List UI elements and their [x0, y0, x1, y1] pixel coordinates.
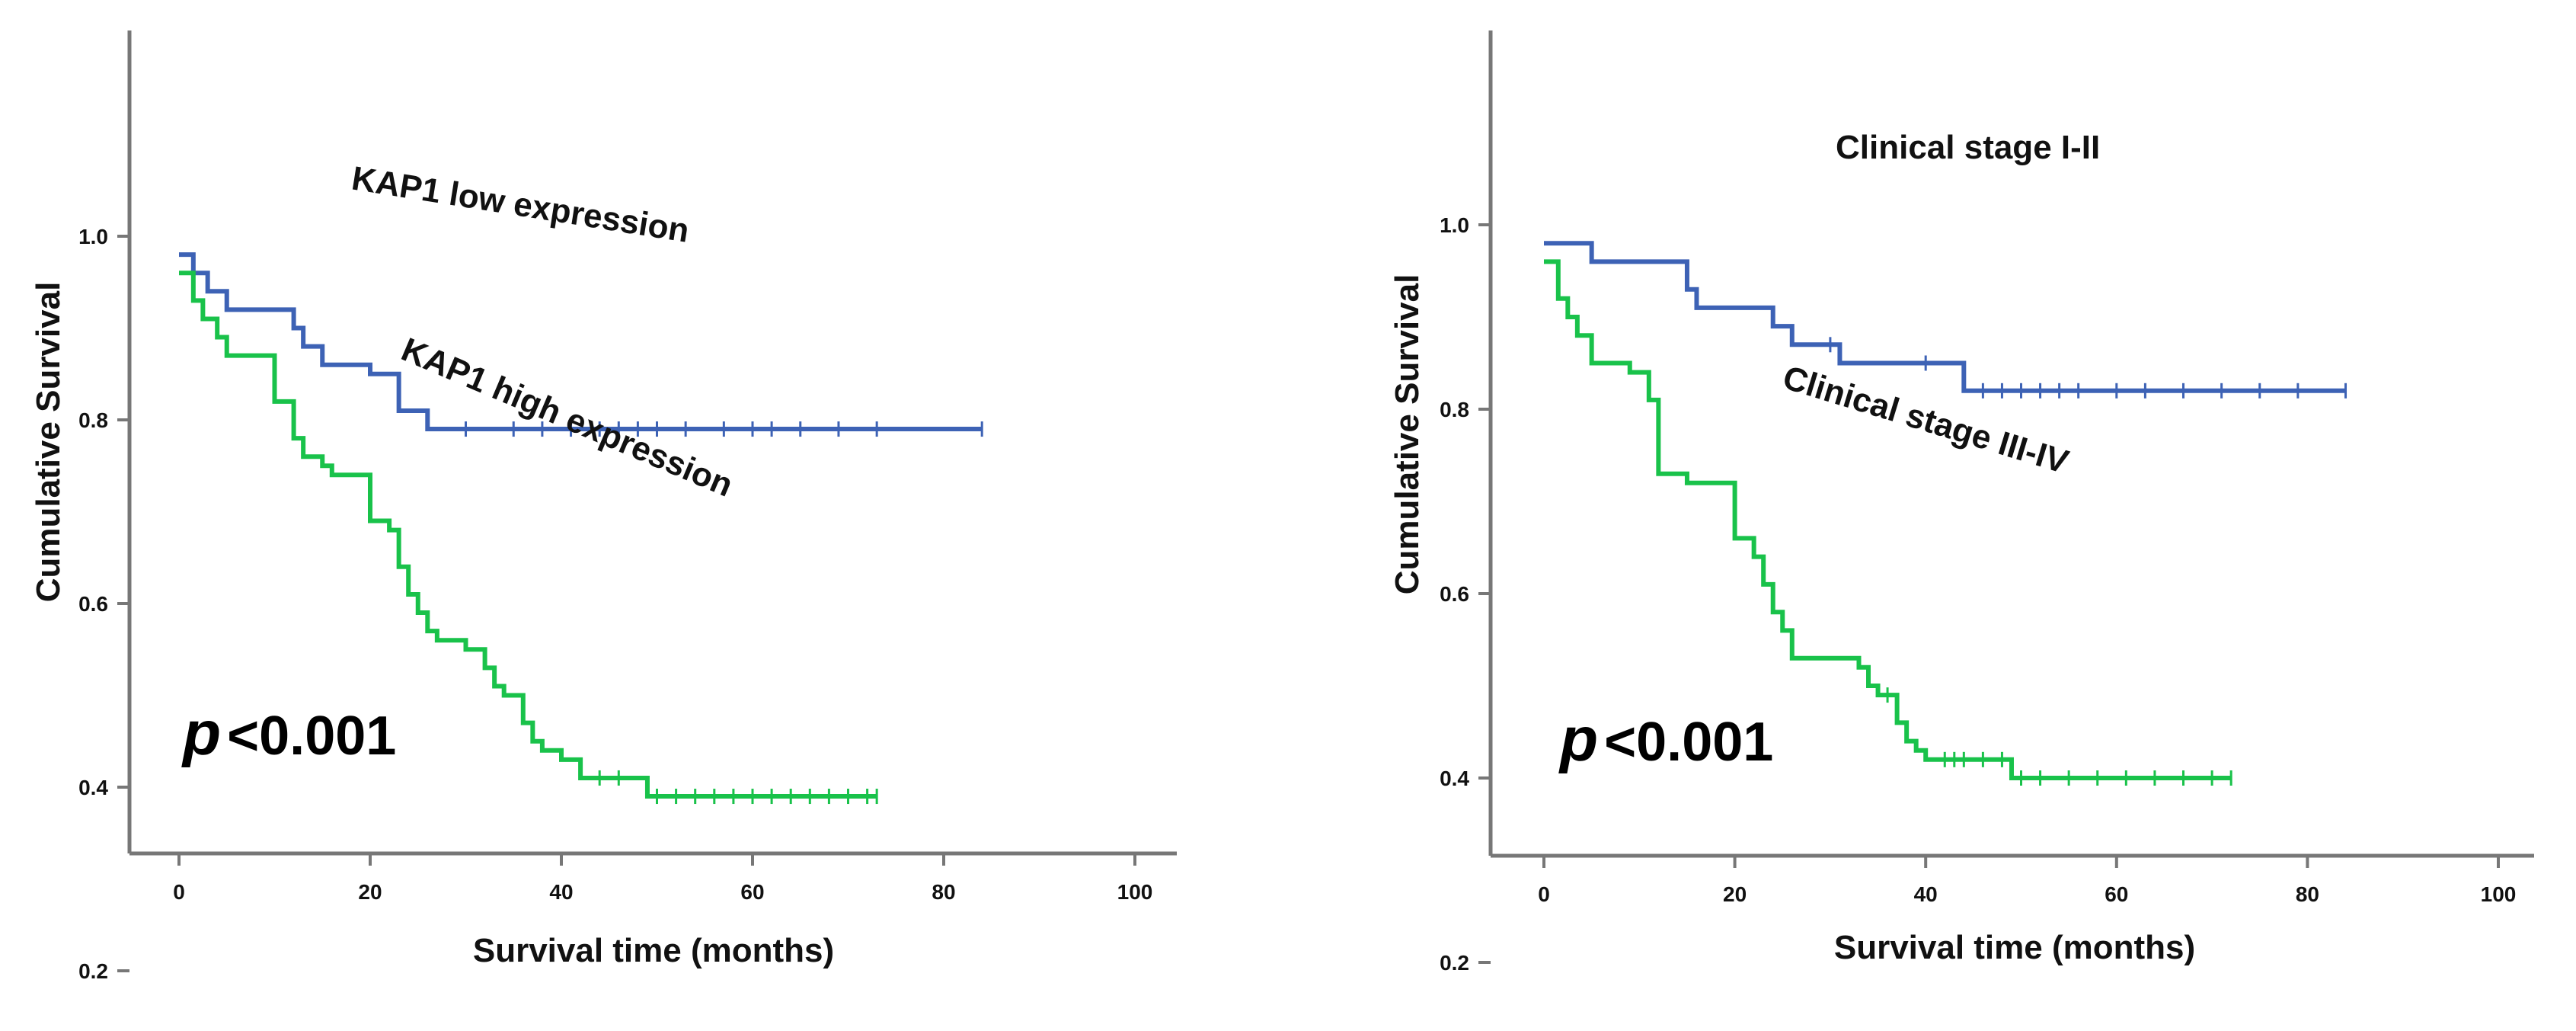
- left-y-axis-title: Cumulative Survival: [30, 282, 67, 603]
- right-series-1-step-line: [1544, 259, 2232, 780]
- right-y-tick-label: 1.0: [1440, 213, 1469, 237]
- right-x-tick-label: 60: [2105, 882, 2128, 906]
- left-y-tick-label: 1.0: [78, 225, 108, 248]
- right-y-axis-title: Cumulative Survival: [1389, 274, 1426, 595]
- right-x-tick-label: 40: [1914, 882, 1938, 906]
- left-series-0-step-line: [179, 252, 983, 432]
- left-x-tick-label: 20: [358, 880, 382, 904]
- right-p-symbol: p: [1558, 705, 1598, 774]
- right-series-0-step-line: [1544, 241, 2346, 393]
- left-y-tick-label: 0.8: [78, 408, 108, 432]
- right-y-tick-label: 0.4: [1440, 767, 1469, 790]
- right-axes: [1488, 30, 2534, 858]
- right-x-ticks: 0 20 40 60 80 100: [1538, 856, 2516, 906]
- left-y-tick-label: 0.2: [78, 959, 108, 983]
- right-p-value: p <0.001: [1558, 705, 1773, 774]
- right-curves: [1544, 241, 2347, 786]
- left-p-value: p <0.001: [181, 699, 396, 768]
- right-x-tick-label: 20: [1723, 882, 1747, 906]
- right-stage-i-ii-label: Clinical stage I-II: [1836, 129, 2100, 166]
- left-x-tick-label: 80: [932, 880, 955, 904]
- right-y-tick-label: 0.2: [1440, 951, 1469, 975]
- right-x-tick-label: 100: [2481, 882, 2517, 906]
- left-x-ticks: 0 20 40 60 80 100: [173, 853, 1152, 904]
- right-p-threshold: <0.001: [1604, 712, 1773, 773]
- right-x-axis-title: Survival time (months): [1834, 929, 2195, 966]
- left-x-tick-label: 60: [740, 880, 764, 904]
- left-axes: [127, 30, 1177, 856]
- left-p-symbol: p: [181, 699, 221, 768]
- left-y-tick-label: 0.4: [78, 776, 108, 799]
- left-y-tick-label: 0.6: [78, 592, 108, 616]
- right-y-ticks: 0.2 0.4 0.6 0.8 1.0: [1440, 213, 1491, 975]
- left-series-1-step-line: [179, 271, 877, 799]
- left-x-tick-label: 100: [1117, 880, 1153, 904]
- right-x-tick-label: 80: [2296, 882, 2319, 906]
- right-y-tick-label: 0.6: [1440, 582, 1469, 606]
- left-x-axis-title: Survival time (months): [473, 932, 834, 969]
- right-x-tick-label: 0: [1538, 882, 1550, 906]
- left-x-tick-label: 0: [173, 880, 185, 904]
- right-y-tick-label: 0.8: [1440, 398, 1469, 421]
- left-p-threshold: <0.001: [227, 706, 396, 767]
- left-x-tick-label: 40: [549, 880, 573, 904]
- left-curves: [179, 252, 983, 805]
- left-y-ticks: 0.2 0.4 0.6 0.8 1.0: [78, 225, 129, 983]
